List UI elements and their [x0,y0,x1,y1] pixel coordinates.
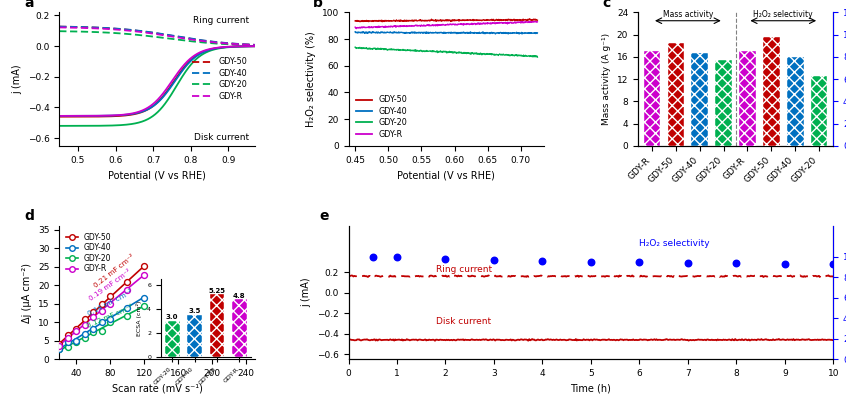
Point [137,263,151,269]
Text: H₂O₂ selectivity: H₂O₂ selectivity [640,239,710,248]
Point [52,343,66,349]
Point [103,318,117,325]
Point [103,301,117,307]
Point [103,316,117,322]
Bar [810,76,827,146]
Point [52,345,66,352]
Point [827,261,840,267]
Y-axis label: j (mA): j (mA) [301,278,311,307]
Point [61,335,74,342]
Bar [716,59,732,146]
Point [78,335,91,342]
Point [69,337,83,344]
X-axis label: Time (h): Time (h) [570,384,612,394]
Point [86,314,100,321]
Text: Ring current: Ring current [193,17,249,25]
Text: 0.21 mF cm⁻²: 0.21 mF cm⁻² [93,254,136,289]
Point [487,256,501,263]
Point [633,259,646,265]
Bar [644,51,661,146]
Point [78,330,91,337]
Point [78,316,91,323]
Point [390,253,404,260]
Point [69,327,83,334]
Point [52,346,66,353]
Legend: GDY-50, GDY-40, GDY-20, GDY-R: GDY-50, GDY-40, GDY-20, GDY-R [189,54,250,104]
Y-axis label: Δj (μA cm⁻²): Δj (μA cm⁻²) [23,263,32,323]
Point [78,322,91,328]
Text: e: e [320,209,329,223]
Point [729,259,743,266]
Bar [787,57,804,146]
Legend: GDY-50, GDY-40, GDY-20, GDY-R: GDY-50, GDY-40, GDY-20, GDY-R [353,92,410,142]
Text: b: b [313,0,323,10]
Text: H₂O₂ selectivity: H₂O₂ selectivity [754,10,813,19]
Text: d: d [24,209,34,223]
Point [69,339,83,345]
Bar [739,51,755,146]
Point [120,312,134,319]
Text: 0.19 mF cm⁻²: 0.19 mF cm⁻² [88,269,132,302]
Point [95,301,108,308]
Point [439,255,453,262]
Point [536,257,549,264]
Point [61,332,74,339]
X-axis label: Potential (V vs RHE): Potential (V vs RHE) [108,170,206,180]
Text: 0.12 mF cm⁻²: 0.12 mF cm⁻² [86,304,135,328]
Text: Disk current: Disk current [194,133,249,142]
Point [137,295,151,301]
Point [61,343,74,350]
Point [95,307,108,314]
Text: a: a [24,0,34,10]
Point [137,302,151,309]
Point [103,293,117,299]
Text: Disk current: Disk current [436,318,491,326]
Point [366,253,380,260]
Bar [667,43,684,146]
Text: 0.14 mF cm⁻²: 0.14 mF cm⁻² [87,289,134,317]
Point [778,261,792,267]
Point [137,271,151,278]
Legend: GDY-50, GDY-40, GDY-20, GDY-R: GDY-50, GDY-40, GDY-20, GDY-R [63,230,114,276]
Y-axis label: j (mA): j (mA) [12,64,22,94]
Text: c: c [602,0,611,10]
Point [95,328,108,334]
Point [86,308,100,315]
Point [120,279,134,285]
Point [120,286,134,293]
Y-axis label: Mass activity (A g⁻¹): Mass activity (A g⁻¹) [602,33,611,125]
Point [86,325,100,332]
Point [95,318,108,325]
Bar [763,38,780,146]
Point [86,328,100,335]
Point [681,259,695,266]
Point [61,339,74,345]
Point [69,326,83,333]
Point [52,340,66,347]
X-axis label: Potential (V vs RHE): Potential (V vs RHE) [398,170,495,180]
Text: Mass activity: Mass activity [662,10,713,19]
Y-axis label: H₂O₂ selectivity (%): H₂O₂ selectivity (%) [306,31,316,127]
Point [120,304,134,311]
Point [584,259,597,265]
X-axis label: Scan rate (mV s⁻¹): Scan rate (mV s⁻¹) [112,384,202,394]
Text: Ring current: Ring current [436,266,492,274]
Bar [691,53,708,146]
